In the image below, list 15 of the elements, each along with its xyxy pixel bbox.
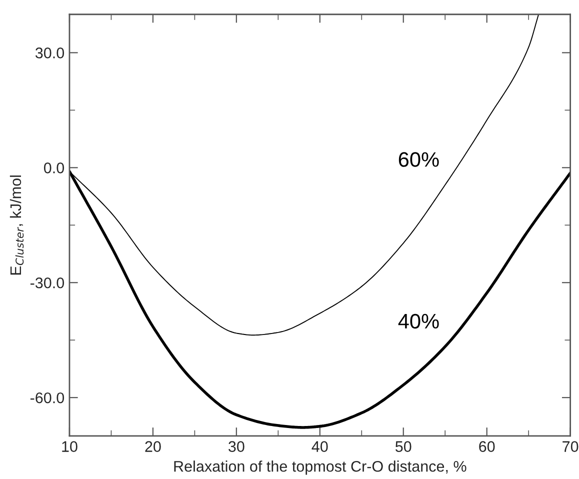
y-tick-label: 0.0 [44,162,64,174]
x-tick-label: 40 [312,441,328,452]
x-tick-label: 50 [395,441,412,452]
series-label: 60% [398,152,439,167]
x-tick-label: 30 [228,441,244,452]
x-tick-label: 10 [62,441,78,452]
x-tick-label: 70 [562,441,578,452]
x-axis-title: Relaxation of the topmost Cr-O distance, % [174,460,466,475]
series-label: 40% [398,314,439,329]
y-tick-label: -60.0 [30,392,64,404]
y-tick-label: -30.0 [30,277,64,288]
x-tick-label: 60 [479,441,495,452]
x-tick-label: 20 [145,441,161,452]
y-axis-title: E$_{Cluster}$, kJ/mol [10,176,24,275]
y-tick-label: 30.0 [35,48,64,58]
